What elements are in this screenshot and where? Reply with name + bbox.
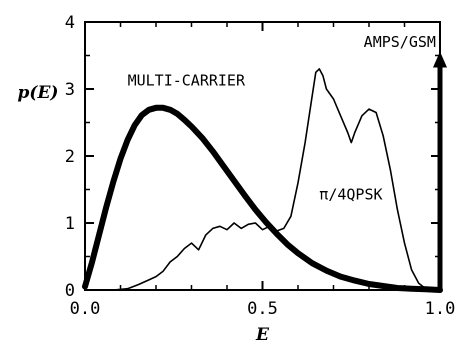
y-axis-label: p(E) — [18, 83, 59, 103]
y-tick-label: 4 — [65, 13, 75, 33]
x-tick-label: 0.5 — [247, 299, 278, 319]
annotation-label: AMPS/GSM — [364, 33, 436, 51]
plot-frame — [84, 21, 441, 291]
y-tick-label: 2 — [65, 147, 75, 167]
y-tick-label: 0 — [65, 281, 75, 301]
series-multi-carrier-line — [82, 104, 443, 293]
x-tick-label: 1.0 — [425, 299, 456, 319]
axis-tick-labels: 0.0 0.5 1.0 0 1 2 3 4 — [65, 13, 456, 319]
y-tick-label: 3 — [65, 80, 75, 100]
x-tick-label: 0.0 — [70, 299, 101, 319]
annotation-layer: MULTI-CARRIER π/4QPSK AMPS/GSM — [128, 33, 436, 204]
x-axis-label: E — [255, 325, 270, 345]
annotation-label: MULTI-CARRIER — [128, 72, 246, 90]
annotation-label: π/4QPSK — [319, 186, 382, 204]
series-4qpsk-line — [84, 68, 441, 291]
y-tick-label: 1 — [65, 214, 75, 234]
